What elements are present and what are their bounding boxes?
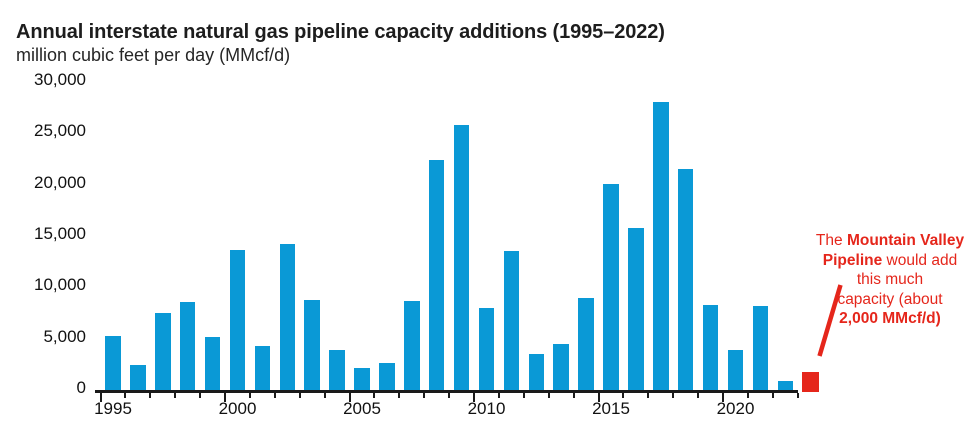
annotation-line: Pipeline would add <box>802 251 978 271</box>
bar-2002 <box>279 244 296 390</box>
x-axis-label: 2010 <box>467 399 506 418</box>
x-axis-tick <box>348 392 351 402</box>
bar-2005 <box>354 368 370 390</box>
y-axis-label: 5,000 <box>43 326 86 346</box>
highlight-annotation: The Mountain Valley Pipeline would add thi… <box>802 231 978 329</box>
x-axis-tick <box>398 392 401 398</box>
x-axis-tick <box>323 392 326 398</box>
bar-1996 <box>130 365 146 390</box>
bar-2020 <box>727 349 744 390</box>
x-axis-tick <box>672 392 675 398</box>
annotation-text: capacity (about <box>837 290 943 308</box>
x-axis-tick <box>547 392 550 398</box>
bar-2004 <box>329 349 345 390</box>
bar-2016 <box>628 227 644 390</box>
bar-mountain-valley-pipeline <box>801 371 819 393</box>
x-axis-label: 2020 <box>716 399 755 418</box>
bar-2007 <box>404 300 420 390</box>
annotation-bold-text: Pipeline <box>822 251 883 269</box>
bar-2003 <box>304 299 320 390</box>
x-axis-tick <box>572 392 575 398</box>
x-axis-tick <box>522 392 525 398</box>
x-axis-tick <box>796 392 799 398</box>
bar-2021 <box>752 305 769 390</box>
annotation-line: capacity (about <box>802 290 978 310</box>
bar-2013 <box>553 343 569 390</box>
annotation-text: The <box>815 232 847 249</box>
y-axis-label: 20,000 <box>34 172 86 192</box>
x-axis-tick <box>597 392 600 402</box>
x-axis-tick <box>298 392 301 398</box>
bar-2010 <box>478 307 495 390</box>
x-axis-tick <box>497 392 500 398</box>
bar-1999 <box>204 336 221 390</box>
x-axis-tick <box>771 392 774 398</box>
bar-2015 <box>603 183 619 390</box>
annotation-bold-text: Mountain Valley <box>846 232 965 249</box>
x-axis-line <box>95 390 798 393</box>
bar-2014 <box>578 297 594 390</box>
x-axis-tick <box>622 392 625 398</box>
y-axis-label: 25,000 <box>34 121 86 141</box>
annotation-line: this much <box>802 270 978 290</box>
bar-1997 <box>155 313 171 390</box>
annotation-text: this much <box>856 271 924 288</box>
x-axis-tick <box>99 392 102 402</box>
bar-2019 <box>702 304 719 390</box>
bar-2009 <box>453 125 470 390</box>
y-axis-label: 15,000 <box>34 224 86 243</box>
x-axis-tick <box>124 392 127 398</box>
x-axis-tick <box>273 392 276 398</box>
x-axis-tick <box>224 392 227 402</box>
x-axis-tick <box>174 392 177 398</box>
bar-1998 <box>179 301 196 390</box>
bar-2011 <box>503 251 520 390</box>
x-axis-tick <box>373 392 376 398</box>
x-axis-tick <box>248 392 251 398</box>
x-axis-tick <box>746 392 749 398</box>
x-axis-tick <box>199 392 202 398</box>
x-axis-tick <box>473 392 476 402</box>
bar-2008 <box>428 160 445 390</box>
x-axis-label: 2000 <box>218 399 257 418</box>
x-axis-tick <box>647 392 650 398</box>
x-axis-tick <box>722 392 725 402</box>
x-axis-tick <box>149 392 152 398</box>
x-axis-label: 2005 <box>343 399 381 418</box>
annotation-bold-text: 2,000 MMcf/d) <box>839 310 941 327</box>
chart-units-label: million cubic feet per day (MMcf/d) <box>16 45 291 65</box>
bar-2018 <box>677 169 694 390</box>
bar-2006 <box>379 363 395 390</box>
x-axis-label: 1995 <box>94 399 132 418</box>
bar-2001 <box>254 345 271 390</box>
y-axis-label: 30,000 <box>34 70 86 89</box>
bar-2022 <box>777 380 794 390</box>
x-axis-tick <box>423 392 426 398</box>
bar-2017 <box>653 101 669 390</box>
annotation-line: 2,000 MMcf/d) <box>802 309 978 329</box>
x-axis-tick <box>697 392 700 398</box>
annotation-line: The Mountain Valley <box>802 231 978 251</box>
x-axis-tick <box>448 392 451 398</box>
x-axis-label: 2015 <box>592 399 630 418</box>
bar-2000 <box>229 250 246 390</box>
annotation-text: would add <box>882 251 958 269</box>
bar-2012 <box>528 354 545 390</box>
y-axis-label: 10,000 <box>34 275 86 295</box>
chart-title: Annual interstate natural gas pipeline c… <box>16 21 665 43</box>
y-axis-label: 0 <box>76 378 86 397</box>
bar-1995 <box>105 335 121 390</box>
